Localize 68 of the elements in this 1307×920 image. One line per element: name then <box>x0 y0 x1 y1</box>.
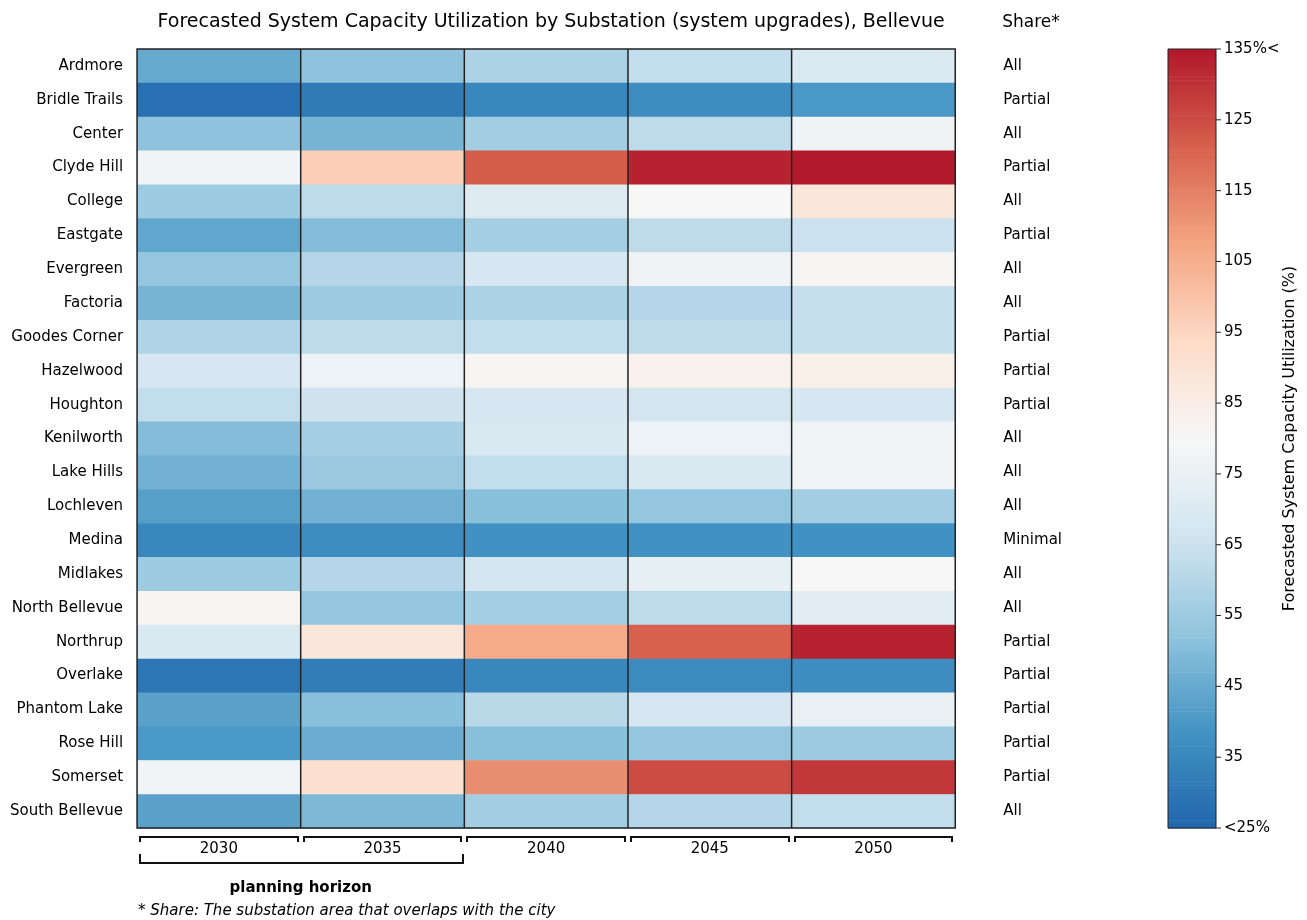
text: planning horizon <box>229 878 372 896</box>
y2-tick-label: All <box>1003 800 1022 819</box>
y2-tick-label: Partial <box>1003 631 1051 650</box>
y-tick-label: Northrup <box>55 631 124 650</box>
y-tick-label: Kenilworth <box>43 428 124 447</box>
y2-tick-label: All <box>1003 563 1022 582</box>
y2-tick-label: Minimal <box>1003 530 1063 548</box>
y2-tick-label: Partial <box>1003 733 1051 752</box>
text: Share* <box>1002 11 1060 31</box>
y2-tick-label: All <box>1003 462 1022 481</box>
y-tick-label: Midlakes <box>57 563 124 582</box>
y-tick-label: Houghton <box>49 394 124 413</box>
y2-tick-label: All <box>1003 597 1022 616</box>
y-tick-label: South Bellevue <box>9 800 124 819</box>
y2-tick-label: Partial <box>1003 360 1051 379</box>
y2-tick-label: Partial <box>1003 225 1051 244</box>
x-tick-label: 2035 <box>363 838 402 857</box>
y-tick-label: Bridle Trails <box>36 89 124 108</box>
chart-title: Forecasted System Capacity Utilization by Substation (system upgrades), Bellevue <box>157 9 945 31</box>
color-bar-label: 85 <box>1224 392 1244 411</box>
y2-tick-label: All <box>1003 55 1022 74</box>
y-tick-label: North Bellevue <box>11 597 124 616</box>
y2-tick-label: All <box>1003 259 1022 278</box>
color-bar-label: 35 <box>1224 747 1244 766</box>
y-tick-label: Somerset <box>51 767 124 786</box>
text: * Share: The substation area that overlaps with the city <box>138 901 557 919</box>
y2-tick-label: All <box>1003 123 1022 142</box>
y-tick-label: Evergreen <box>46 259 124 278</box>
y-tick-label: Phantom Lake <box>16 699 124 718</box>
y2-tick-label: All <box>1003 292 1022 311</box>
color-bar-label: <25% <box>1224 817 1270 836</box>
color-bar-label: 105 <box>1224 251 1253 270</box>
color-bar-label: 95 <box>1224 322 1244 341</box>
y-tick-label: Center <box>72 123 124 142</box>
y-tick-label: Eastgate <box>56 225 124 244</box>
y2-tick-label: All <box>1003 191 1022 210</box>
color-bar-label: 55 <box>1224 605 1244 624</box>
y2-tick-label: Partial <box>1003 699 1051 718</box>
color-bar-label: 75 <box>1224 463 1244 482</box>
color-bar-label: 45 <box>1224 676 1244 695</box>
y2-tick-label: Partial <box>1003 157 1051 176</box>
color-bar-label: 125 <box>1224 109 1253 128</box>
y-tick-label: Rose Hill <box>58 733 124 752</box>
x-tick-label: 2030 <box>199 838 238 857</box>
y2-tick-label: All <box>1003 496 1022 515</box>
y2-tick-label: Partial <box>1003 767 1051 786</box>
y-tick-label: Lake Hills <box>51 462 124 481</box>
x-tick-label: 2050 <box>854 838 893 857</box>
color-bar-title: Forecasted System Capacity Utilization (%) <box>1279 265 1299 612</box>
color-bar-label: 135%< <box>1224 38 1280 57</box>
y-tick-label: Lochleven <box>47 496 124 515</box>
y-tick-label: Medina <box>68 530 124 548</box>
y-tick-label: Ardmore <box>58 55 124 74</box>
y2-tick-label: All <box>1003 428 1022 447</box>
y-tick-label: Goodes Corner <box>11 326 124 345</box>
y-tick-label: College <box>67 191 124 210</box>
color-bar-label: 115 <box>1224 180 1253 199</box>
color-bar-label: 65 <box>1224 534 1244 553</box>
x-tick-label: 2045 <box>690 838 729 857</box>
x-tick-label: 2040 <box>527 838 566 857</box>
y-tick-label: Hazelwood <box>41 360 124 379</box>
y-tick-label: Overlake <box>56 665 124 684</box>
y-tick-label: Factoria <box>63 292 124 311</box>
y2-tick-label: Partial <box>1003 326 1051 345</box>
y-tick-label: Clyde Hill <box>52 157 124 176</box>
y2-tick-label: Partial <box>1003 89 1051 108</box>
y2-tick-label: Partial <box>1003 394 1051 413</box>
y2-tick-label: Partial <box>1003 665 1051 684</box>
